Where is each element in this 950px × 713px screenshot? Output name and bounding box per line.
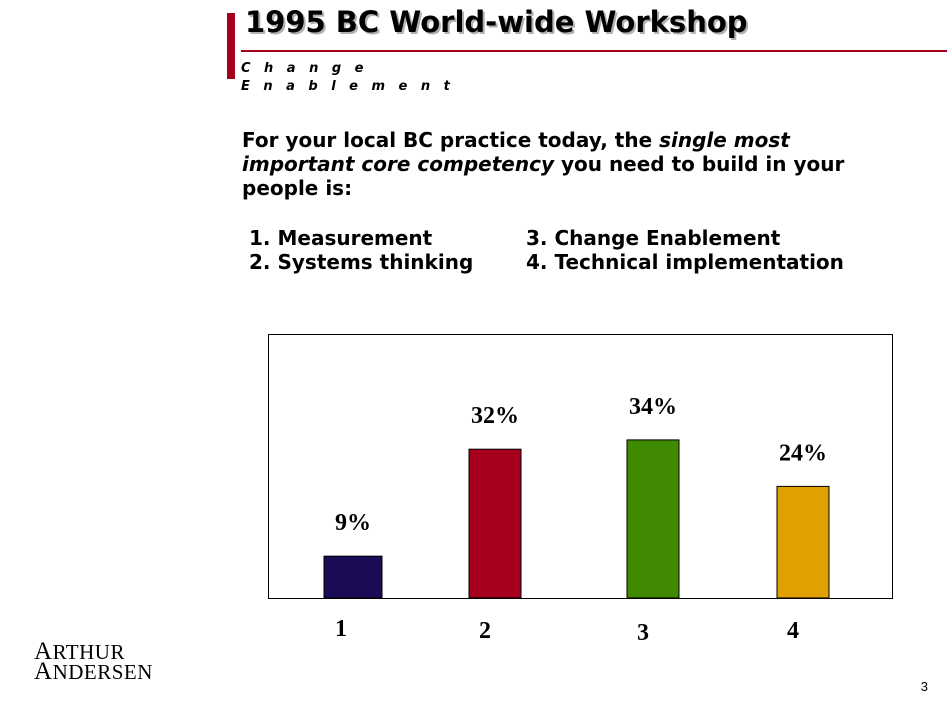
bar-4	[776, 485, 830, 599]
question-post: you need to build in your people is:	[242, 152, 845, 200]
option-1: 1. Measurement	[249, 226, 433, 250]
question-pre: For your local BC practice today, the	[242, 128, 660, 152]
category-label-2: 2	[479, 618, 491, 644]
bar-3	[626, 439, 680, 599]
data-label-4: 24%	[779, 440, 827, 466]
title-rule	[241, 50, 947, 52]
chart-frame	[268, 334, 893, 599]
title-accent-bar	[227, 13, 235, 79]
data-label-3: 34%	[629, 394, 677, 420]
slide-subtitle: Change Enablement	[241, 61, 464, 94]
question-emphasis: single most important core competency	[242, 128, 790, 176]
slide-title: 1995 BC World-wide Workshop	[245, 5, 748, 39]
bar-1	[323, 555, 383, 599]
option-3: 3. Change Enablement	[526, 226, 781, 250]
bar-2	[468, 448, 522, 599]
page-number: 3	[920, 679, 928, 694]
data-label-2: 32%	[471, 403, 519, 429]
data-label-1: 9%	[335, 510, 371, 536]
category-label-3: 3	[637, 620, 649, 646]
arthur-andersen-logo: ARTHUR ANDERSEN	[34, 638, 153, 685]
option-2: 2. Systems thinking	[249, 250, 474, 274]
category-label-4: 4	[787, 618, 799, 644]
category-label-1: 1	[335, 616, 347, 642]
question-text: For your local BC practice today, the si…	[242, 128, 902, 200]
answer-options: 1. Measurement 3. Change Enablement 2. S…	[249, 226, 886, 274]
option-4: 4. Technical implementation	[526, 250, 844, 274]
